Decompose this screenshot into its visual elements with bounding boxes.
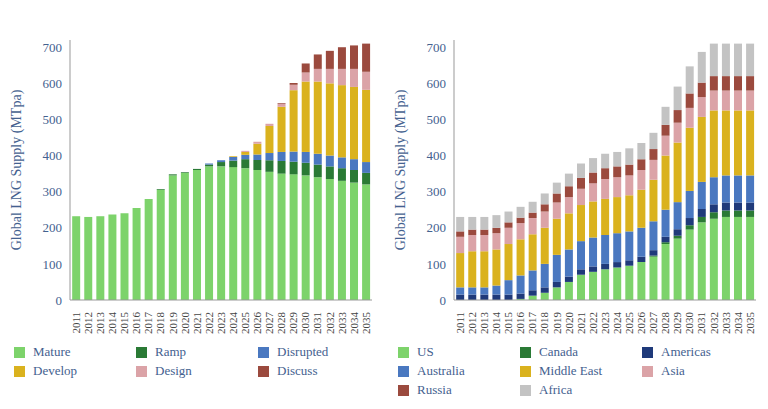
svg-text:2013: 2013 xyxy=(478,312,490,335)
svg-text:2020: 2020 xyxy=(179,312,191,335)
svg-text:100: 100 xyxy=(427,257,447,272)
svg-text:200: 200 xyxy=(43,220,63,235)
svg-text:2026: 2026 xyxy=(635,312,647,335)
html-text:Ramp: Ramp xyxy=(155,344,187,359)
svg-text:500: 500 xyxy=(43,112,63,127)
svg-text:500: 500 xyxy=(427,112,447,127)
svg-text:2015: 2015 xyxy=(502,312,514,335)
svg-text:2011: 2011 xyxy=(70,312,82,334)
svg-text:400: 400 xyxy=(43,148,63,163)
svg-text:2035: 2035 xyxy=(360,312,372,335)
svg-text:2012: 2012 xyxy=(82,312,94,334)
svg-text:2029: 2029 xyxy=(671,312,683,335)
svg-text:2028: 2028 xyxy=(275,312,287,335)
svg-text:100: 100 xyxy=(43,257,63,272)
svg-text:2019: 2019 xyxy=(551,312,563,335)
svg-text:200: 200 xyxy=(427,220,447,235)
html-text:Middle East: Middle East xyxy=(539,363,603,378)
html-text:Australia: Australia xyxy=(417,363,465,378)
html-text:Canada: Canada xyxy=(539,344,578,359)
svg-text:2018: 2018 xyxy=(538,312,550,335)
svg-text:2015: 2015 xyxy=(118,312,130,335)
svg-text:2027: 2027 xyxy=(263,312,275,335)
svg-text:2021: 2021 xyxy=(575,312,587,334)
svg-text:2028: 2028 xyxy=(659,312,671,335)
svg-text:2032: 2032 xyxy=(708,312,720,334)
svg-text:0: 0 xyxy=(56,293,63,308)
svg-text:2016: 2016 xyxy=(130,312,142,335)
svg-text:400: 400 xyxy=(427,148,447,163)
svg-text:2018: 2018 xyxy=(154,312,166,335)
svg-text:2016: 2016 xyxy=(514,312,526,335)
html-text:Design: Design xyxy=(155,363,192,378)
svg-text:2024: 2024 xyxy=(227,312,239,335)
svg-text:300: 300 xyxy=(43,184,63,199)
svg-text:2022: 2022 xyxy=(203,312,215,334)
svg-text:700: 700 xyxy=(43,40,63,55)
svg-text:2022: 2022 xyxy=(587,312,599,334)
html-text:Africa: Africa xyxy=(539,382,573,397)
svg-text:2025: 2025 xyxy=(623,312,635,335)
svg-text:2027: 2027 xyxy=(647,312,659,335)
html-text:Disrupted: Disrupted xyxy=(277,344,329,359)
svg-text:2012: 2012 xyxy=(466,312,478,334)
html-text:Russia: Russia xyxy=(417,382,452,397)
svg-text:2031: 2031 xyxy=(311,312,323,334)
svg-text:2014: 2014 xyxy=(106,312,118,335)
svg-text:2019: 2019 xyxy=(167,312,179,335)
html-text:Discuss: Discuss xyxy=(277,363,318,378)
html-text:Asia: Asia xyxy=(661,363,685,378)
svg-text:2021: 2021 xyxy=(191,312,203,334)
svg-text:2020: 2020 xyxy=(563,312,575,335)
svg-text:300: 300 xyxy=(427,184,447,199)
svg-text:2029: 2029 xyxy=(287,312,299,335)
svg-text:2033: 2033 xyxy=(720,312,732,335)
svg-text:2013: 2013 xyxy=(94,312,106,335)
svg-text:2030: 2030 xyxy=(683,312,695,335)
svg-text:2026: 2026 xyxy=(251,312,263,335)
svg-text:Global LNG Supply (MTpa): Global LNG Supply (MTpa) xyxy=(9,89,25,250)
svg-text:600: 600 xyxy=(427,76,447,91)
svg-text:2035: 2035 xyxy=(744,312,756,335)
svg-text:0: 0 xyxy=(440,293,447,308)
svg-text:2023: 2023 xyxy=(599,312,611,335)
svg-text:2011: 2011 xyxy=(454,312,466,334)
svg-text:2033: 2033 xyxy=(336,312,348,335)
html-text:Mature: Mature xyxy=(33,344,71,359)
svg-text:2024: 2024 xyxy=(611,312,623,335)
svg-text:2014: 2014 xyxy=(490,312,502,335)
svg-text:2032: 2032 xyxy=(324,312,336,334)
html-text:Develop: Develop xyxy=(33,363,77,378)
svg-text:2023: 2023 xyxy=(215,312,227,335)
svg-text:2030: 2030 xyxy=(299,312,311,335)
svg-text:600: 600 xyxy=(43,76,63,91)
svg-text:2025: 2025 xyxy=(239,312,251,335)
svg-text:2034: 2034 xyxy=(732,312,744,335)
svg-text:2034: 2034 xyxy=(348,312,360,335)
svg-text:2017: 2017 xyxy=(526,312,538,335)
html-text:Americas: Americas xyxy=(661,344,711,359)
svg-text:Global LNG Supply (MTpa): Global LNG Supply (MTpa) xyxy=(393,89,409,250)
html-text:US: US xyxy=(417,344,434,359)
svg-text:2017: 2017 xyxy=(142,312,154,335)
svg-text:700: 700 xyxy=(427,40,447,55)
svg-text:2031: 2031 xyxy=(695,312,707,334)
